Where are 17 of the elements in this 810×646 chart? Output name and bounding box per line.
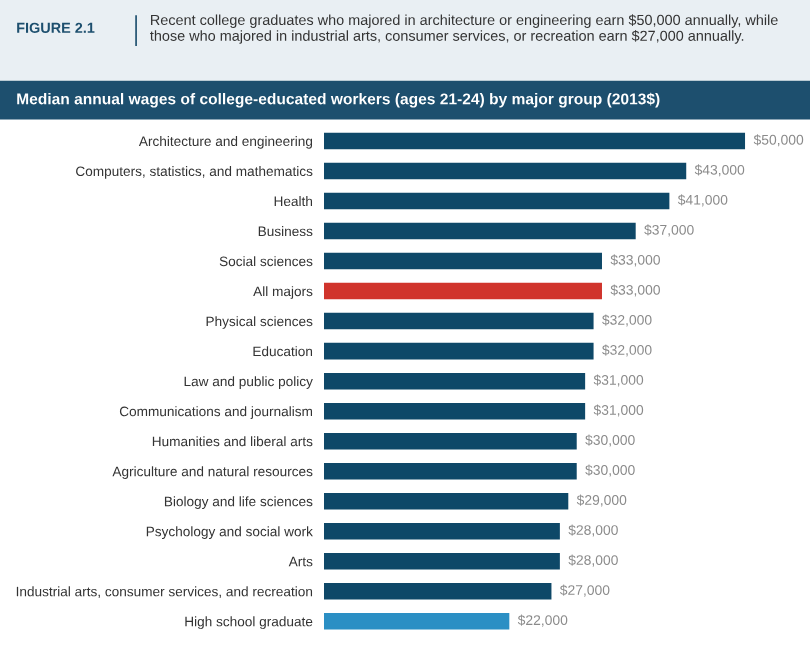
- bar: [324, 462, 577, 480]
- bar: [324, 342, 594, 360]
- bar: [324, 192, 670, 210]
- bar: [324, 613, 510, 630]
- bar: [324, 402, 586, 420]
- bar: [324, 312, 594, 330]
- bar: [324, 282, 602, 300]
- bar: [324, 522, 560, 540]
- bar: [324, 492, 569, 510]
- bar: [324, 432, 577, 450]
- bar: [324, 162, 687, 180]
- bar: [324, 252, 602, 270]
- bar: [324, 583, 552, 600]
- bar: [324, 553, 560, 570]
- bar: [324, 132, 746, 150]
- bar: [324, 222, 636, 240]
- bar: [324, 372, 586, 390]
